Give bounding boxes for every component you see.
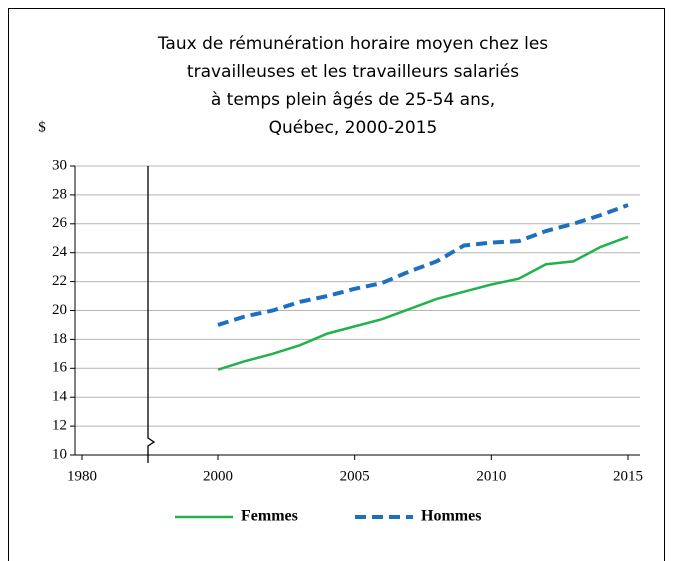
x-tick-label: 2015 [613,468,643,484]
chart-title: Taux de rémunération horaire moyen chez … [157,34,548,54]
series-line [217,235,629,371]
legend-label: Femmes [241,508,298,525]
x-tick-label: 1980 [67,468,97,484]
chart-title: Québec, 2000-2015 [269,118,438,138]
y-tick-label: 22 [52,273,67,289]
y-tick-label: 26 [52,215,68,231]
y-tick-label: 30 [52,157,67,173]
chart-title: à temps plein âgés de 25-54 ans, [211,90,495,110]
y-tick-label: 20 [52,302,67,318]
y-tick-label: 18 [52,331,67,347]
x-tick-label: 2010 [476,468,506,484]
y-tick-label: 14 [52,389,68,405]
frame [8,8,665,561]
legend-label: Hommes [421,508,481,525]
axis-break [147,166,156,463]
series-line [217,203,629,327]
chart-title: travailleuses et les travailleurs salari… [187,62,519,82]
y-tick-label: 10 [52,446,67,462]
y-tick-label: 12 [52,418,67,434]
y-tick-label: 24 [52,244,68,260]
y-axis-label: $ [38,119,46,135]
x-tick-label: 2005 [340,468,370,484]
y-tick-label: 28 [52,186,67,202]
y-tick-label: 16 [52,360,68,376]
x-tick-label: 2000 [203,468,233,484]
